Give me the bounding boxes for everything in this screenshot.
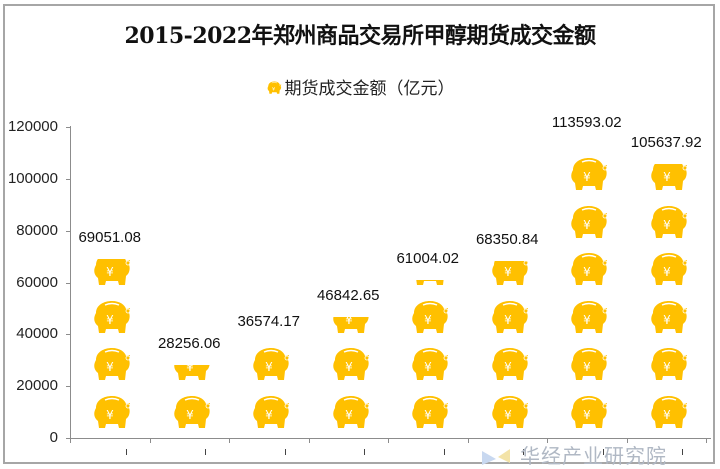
data-label: 105637.92 [630,134,702,152]
piggy-bank-icon [650,164,688,192]
data-label: 28256.06 [157,334,221,352]
piggy-bank-icon [650,300,688,334]
piggy-bank-icon [93,259,131,287]
data-label: 36574.17 [237,313,301,331]
piggy-bank-icon [570,347,608,382]
x-tick [388,438,389,443]
piggy-bank-icon [491,347,529,382]
piggy-bank-icon [332,316,370,334]
piggy-bank-icon [252,347,290,382]
x-tick [467,438,469,443]
y-axis-line [70,126,71,439]
piggy-bank-icon [570,300,608,334]
x-category-marker [682,449,684,455]
y-tick-label: 120000 [7,118,58,135]
x-category-marker [205,449,207,455]
piggy-bank-icon [650,252,688,287]
piggy-bank-icon [491,395,529,429]
bar-2022 [637,164,697,438]
y-tick-label: 100000 [7,169,58,187]
piggy-bank-icon [332,347,370,382]
x-category-marker [602,449,604,455]
piggy-bank-icon [173,364,211,382]
piggy-bank-icon [173,395,211,429]
x-category-marker [443,449,445,455]
bar-2016 [160,364,220,438]
chart-legend: 期货成交金额（亿元） [0,74,720,99]
x-category-marker [284,449,286,455]
piggy-bank-icon [650,395,688,429]
bar-2021 [557,143,617,438]
watermark-logo-icon [482,449,510,465]
y-tick [66,127,70,128]
y-tick-label: 0 [49,429,58,446]
piggy-bank-icon [570,252,608,287]
piggy-bank-icon [411,300,449,334]
x-tick [547,438,548,443]
piggy-bank-icon [93,395,131,429]
y-tick-label: 40000 [16,325,58,343]
piggy-bank-icon [570,205,608,239]
piggy-bank-icon [570,143,608,144]
piggy-bank-icon [411,347,449,382]
piggy-bank-icon [266,81,282,94]
piggy-bank-icon [650,347,688,382]
x-tick [229,438,230,443]
piggy-bank-icon [570,395,608,429]
x-tick [308,438,310,443]
watermark: 华经产业研究院 [482,440,667,469]
x-category-marker [364,449,366,455]
y-tick-label: 20000 [16,377,58,395]
piggy-bank-icon [411,279,449,287]
data-label: 68350.84 [475,230,539,248]
piggy-bank-icon [93,300,131,334]
bar-2015 [80,259,140,438]
data-label: 113593.02 [551,113,622,131]
piggy-bank-icon [411,395,449,429]
piggy-bank-icon [491,300,529,334]
data-label: 69051.08 [78,229,142,247]
y-tick [66,178,70,180]
x-tick [149,438,151,443]
piggy-bank-icon [491,260,529,287]
chart-title: 2015-2022年郑州商品交易所甲醇期货成交金额 [124,23,596,49]
y-tick [66,230,70,232]
x-tick [626,438,628,443]
x-tick [70,438,71,443]
piggy-bank-icon [650,205,688,239]
y-tick [66,334,70,336]
piggy-bank-icon [93,347,131,382]
bar-2017 [239,343,299,438]
bar-2020 [478,260,538,438]
y-tick-label: 80000 [16,221,58,239]
x-tick [706,438,707,443]
piggy-bank-icon [570,157,608,192]
bar-2019 [398,279,458,438]
x-category-marker [125,449,127,455]
data-label: 61004.02 [396,249,460,267]
piggy-bank-icon [332,395,370,429]
data-label: 46842.65 [316,286,380,304]
legend-label: 期货成交金额（亿元） [284,79,455,99]
piggy-bank-icon [252,395,290,429]
x-category-marker [523,449,525,455]
y-tick [66,386,70,388]
y-tick [66,282,70,284]
y-tick-label: 60000 [16,273,58,291]
bar-2018 [319,316,379,438]
